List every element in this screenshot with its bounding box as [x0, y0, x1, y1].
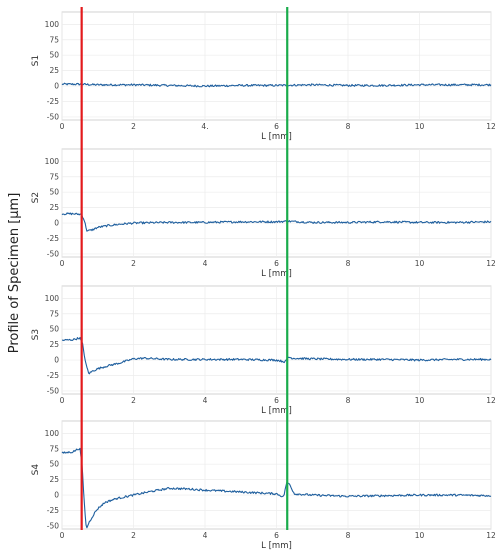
y-tick-label: -25: [47, 234, 59, 243]
x-tick-label: 0: [60, 122, 65, 131]
x-axis-label: L [mm]: [261, 132, 292, 142]
y-tick-label: 100: [45, 20, 60, 29]
y-tick-label: 50: [49, 51, 59, 60]
x-tick-label: 0: [60, 531, 65, 540]
y-tick-label: 50: [49, 325, 59, 334]
x-tick-label: 0: [60, 259, 65, 268]
series-line: [61, 447, 492, 529]
x-tick-label: 0: [60, 396, 65, 405]
shared-y-axis-label: Profile of Specimen [µm]: [7, 193, 22, 354]
chart-panel-1: -50 -25 0 25 50 75 100 0 2 4. 6 8 10 12 L [mm] S1: [31, 11, 496, 142]
y-tick-label: -25: [47, 506, 59, 515]
y-tick-label: 25: [49, 475, 59, 484]
y-tick-label: 100: [45, 429, 60, 438]
chart-panel-2: -50 -25 0 25 50 75 100 0 2 4 6 8 10 12 L [mm] S2: [31, 148, 496, 279]
y-axis-label: S1: [31, 55, 41, 66]
y-axis-label: S2: [31, 192, 41, 203]
y-tick-label: 75: [49, 35, 59, 44]
y-tick-label: 0: [54, 82, 59, 91]
x-tick-label: 8: [346, 531, 351, 540]
y-tick-label: 0: [54, 356, 59, 365]
y-tick-label: -50: [47, 112, 59, 121]
x-tick-label: 10: [415, 259, 425, 268]
x-tick-label: 8: [346, 259, 351, 268]
y-tick-label: 75: [49, 172, 59, 181]
y-tick-label: 75: [49, 444, 59, 453]
y-tick-label: -50: [47, 386, 59, 395]
y-tick-label: -50: [47, 521, 59, 530]
x-tick-label: 2: [131, 122, 136, 131]
x-axis-label: L [mm]: [261, 541, 292, 550]
x-tick-label: 10: [415, 122, 425, 131]
series-line: [61, 336, 492, 375]
chart-panel-3: -50 -25 0 25 50 75 100 0 2 4 6 8 10 12 L [mm] S3: [31, 285, 496, 416]
x-tick-label: 12: [486, 122, 496, 131]
x-tick-label: 6: [274, 259, 279, 268]
x-tick-label: 10: [415, 396, 425, 405]
series-line: [61, 212, 492, 232]
y-tick-label: -25: [47, 97, 59, 106]
y-tick-label: -50: [47, 249, 59, 258]
x-tick-label: 12: [486, 531, 496, 540]
y-tick-label: 0: [54, 491, 59, 500]
y-tick-label: 100: [45, 157, 60, 166]
x-tick-label: 4: [203, 531, 208, 540]
x-tick-label: 6: [274, 531, 279, 540]
x-axis-label: L [mm]: [261, 269, 292, 279]
x-tick-label: 12: [486, 396, 496, 405]
x-tick-label: 6: [274, 396, 279, 405]
x-tick-label: 12: [486, 259, 496, 268]
marker-lines: [80, 7, 289, 530]
x-tick-label: 8: [346, 122, 351, 131]
x-tick-label: 4: [203, 259, 208, 268]
series-line: [61, 82, 492, 88]
x-tick-label: 2: [131, 531, 136, 540]
y-axis-label: S3: [31, 329, 41, 340]
y-tick-label: 75: [49, 309, 59, 318]
y-tick-label: 0: [54, 219, 59, 228]
y-tick-label: 50: [49, 188, 59, 197]
x-tick-label: 2: [131, 259, 136, 268]
y-tick-label: 25: [49, 203, 59, 212]
x-tick-label: 4: [203, 396, 208, 405]
chart-panel-4: -50 -25 0 25 50 75 100 0 2 4 6 8 10 12 L [mm] S4: [31, 420, 496, 550]
x-axis-label: L [mm]: [261, 406, 292, 416]
y-axis-label: S4: [31, 464, 41, 476]
y-tick-label: 50: [49, 460, 59, 469]
x-tick-label: 4.: [201, 122, 208, 131]
y-tick-label: -25: [47, 371, 59, 380]
x-tick-label: 2: [131, 396, 136, 405]
y-tick-label: 25: [49, 66, 59, 75]
x-tick-label: 10: [415, 531, 425, 540]
y-tick-label: 100: [45, 294, 60, 303]
x-tick-label: 6: [274, 122, 279, 131]
y-tick-label: 25: [49, 340, 59, 349]
x-tick-label: 8: [346, 396, 351, 405]
